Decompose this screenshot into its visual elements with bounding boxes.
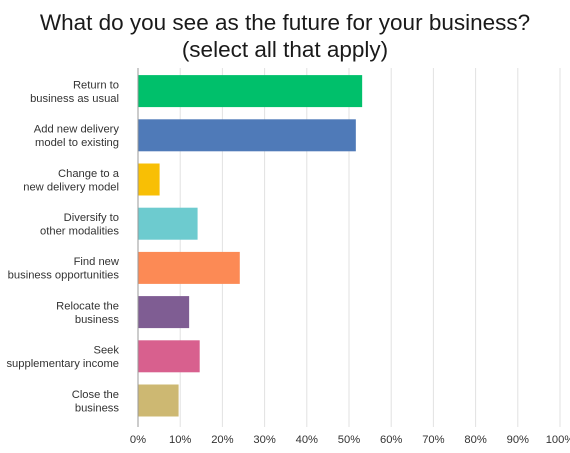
category-label: Close the business <box>72 389 120 415</box>
x-tick-label: 100% <box>546 434 570 446</box>
x-tick-label: 40% <box>296 434 318 446</box>
x-tick-label: 0% <box>130 434 146 446</box>
category-label: Return to business as usual <box>30 79 119 105</box>
x-tick-label: 90% <box>507 434 529 446</box>
category-label: Change to a new delivery model <box>23 168 120 194</box>
x-tick-label: 20% <box>211 434 233 446</box>
bar <box>138 384 179 417</box>
bar <box>138 207 198 240</box>
category-label: Diversify to other modalities <box>40 212 119 238</box>
bar <box>138 75 363 108</box>
x-tick-label: 60% <box>380 434 402 446</box>
category-label: Relocate the business <box>56 300 119 326</box>
x-tick-label: 10% <box>169 434 191 446</box>
x-tick-label: 30% <box>253 434 275 446</box>
chart-title-line-1: What do you see as the future for your b… <box>39 10 531 35</box>
category-label: Add new delivery model to existing <box>34 124 120 150</box>
chart-title-line-2: (select all that apply) <box>181 37 389 62</box>
bar <box>138 251 240 284</box>
x-tick-label: 70% <box>422 434 444 446</box>
x-tick-label: 50% <box>338 434 360 446</box>
category-label: Find new business opportunities <box>8 256 120 282</box>
bar <box>138 296 190 329</box>
bar <box>138 119 356 152</box>
bar <box>138 163 160 196</box>
category-label: Seek supplementary income <box>6 345 119 371</box>
bar <box>138 340 200 373</box>
x-tick-label: 80% <box>464 434 486 446</box>
